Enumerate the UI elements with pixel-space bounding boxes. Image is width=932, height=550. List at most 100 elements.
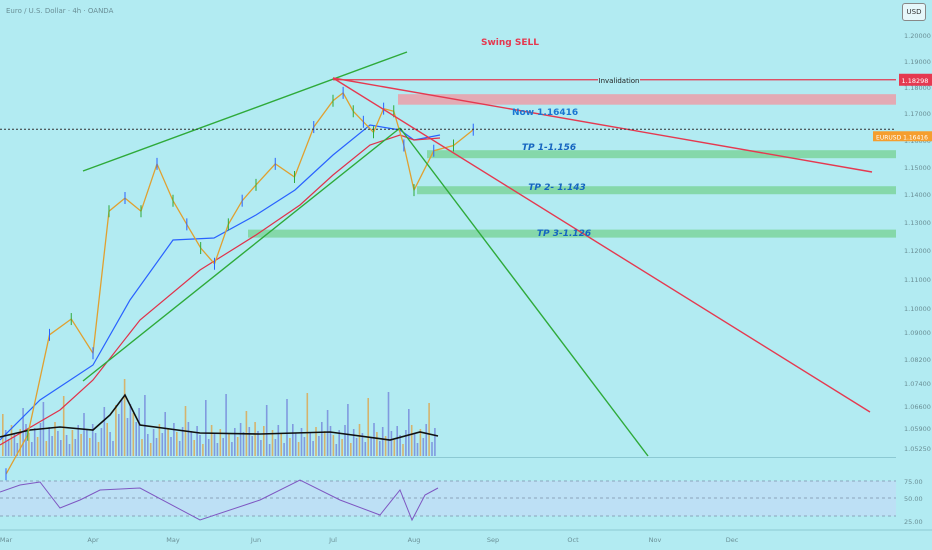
volume-bar: [358, 424, 361, 456]
volume-bar: [399, 435, 401, 456]
x-tick: Nov: [649, 536, 662, 544]
volume-bar: [199, 435, 201, 456]
volume-bar: [419, 429, 422, 456]
bear-trend-line: [332, 77, 873, 173]
volume-bar: [234, 428, 236, 456]
volume-bar: [248, 427, 251, 456]
volume-bar: [161, 433, 164, 456]
ma-blue-line: [0, 124, 441, 441]
volume-bar: [45, 441, 48, 456]
price-tick: 1.14000: [904, 191, 931, 199]
volume-bar: [242, 432, 245, 456]
volume-bar: [68, 444, 71, 456]
volume-bar: [318, 436, 320, 456]
rsi-band: [0, 481, 896, 516]
price-tick: 1.20000: [904, 32, 931, 40]
x-tick: Aug: [408, 536, 421, 544]
volume-bar: [123, 379, 126, 456]
volume-bar: [344, 425, 346, 456]
volume-bar: [294, 433, 297, 456]
volume-bar: [425, 424, 427, 456]
volume-bar: [132, 413, 135, 456]
volume-bar: [74, 439, 77, 456]
volume-bar: [103, 407, 106, 456]
volume-bar: [321, 422, 323, 456]
volume-bar: [306, 393, 309, 456]
volume-bar: [71, 430, 74, 456]
price-tick: 1.08200: [904, 356, 931, 364]
volume-bar: [347, 404, 349, 456]
volume-bar: [2, 414, 4, 456]
volume-bar: [431, 442, 433, 456]
volume-bar: [115, 405, 117, 456]
volume-bar: [178, 441, 181, 456]
volume-bar: [97, 442, 100, 456]
current-price-tag-bg: [873, 131, 932, 142]
price-tick: 1.09000: [904, 329, 931, 337]
volume-bar: [350, 443, 352, 456]
volume-bar: [274, 439, 277, 456]
price-tick: 1.13000: [904, 219, 931, 227]
volume-bar: [225, 394, 227, 456]
now-label: Now 1.16416: [512, 108, 578, 118]
x-tick: Dec: [726, 536, 739, 544]
volume-bar: [390, 431, 393, 456]
volume-bar: [155, 438, 158, 456]
volume-bar: [236, 437, 239, 456]
volume-bar: [323, 431, 326, 456]
volume-bar: [83, 413, 85, 456]
volume-bar: [219, 429, 222, 456]
volume-bar: [190, 431, 193, 456]
volume-bar: [265, 405, 268, 456]
volume-bar: [19, 429, 21, 456]
volume-bar: [376, 432, 378, 456]
x-tick: Jul: [328, 536, 337, 544]
volume-bar: [428, 403, 430, 456]
volume-bar: [91, 424, 94, 456]
volume-bar: [251, 436, 253, 456]
zone-tp2: [417, 186, 896, 195]
volume-bar: [315, 427, 317, 456]
volume-bar: [207, 439, 210, 456]
volume-bar: [297, 442, 300, 456]
volume-bar: [413, 434, 416, 456]
volume-bar: [280, 434, 282, 456]
volume-bar: [152, 429, 155, 456]
volume-bar: [167, 428, 169, 456]
volume-bar: [338, 430, 340, 456]
volume-bar: [100, 428, 103, 456]
zone-tp3: [248, 229, 896, 238]
volume-bar: [86, 429, 88, 456]
volume-bar: [405, 430, 407, 456]
volume-bar: [141, 439, 143, 456]
volume-bar: [65, 435, 68, 456]
volume-bar: [196, 426, 198, 456]
volume-bar: [205, 400, 207, 456]
price-line: [5, 91, 474, 475]
price-tick: 1.12000: [904, 247, 931, 255]
volume-bar: [10, 425, 13, 456]
volume-bar: [222, 438, 224, 456]
volume-bar: [138, 408, 140, 456]
currency-button[interactable]: USD: [902, 3, 926, 21]
volume-bar: [312, 441, 314, 456]
volume-bar: [263, 426, 265, 456]
price-tick: 1.05250: [904, 445, 931, 453]
price-tick: 1.05900: [904, 425, 931, 433]
symbol-title: Euro / U.S. Dollar · 4h · OANDA: [6, 7, 114, 15]
volume-bar: [289, 438, 291, 456]
volume-bar: [268, 444, 271, 456]
volume-bar: [54, 422, 56, 456]
volume-bar: [7, 439, 10, 456]
volume-bar: [277, 425, 280, 456]
volume-bar: [283, 443, 285, 456]
volume-bar: [210, 425, 213, 456]
x-tick: May: [166, 536, 180, 544]
price-tick: 1.07400: [904, 380, 931, 388]
rsi-tick: 50.00: [904, 495, 923, 503]
volume-bar: [187, 422, 190, 456]
volume-bar: [341, 439, 343, 456]
tp1-label: TP 1-1.156: [522, 143, 576, 153]
